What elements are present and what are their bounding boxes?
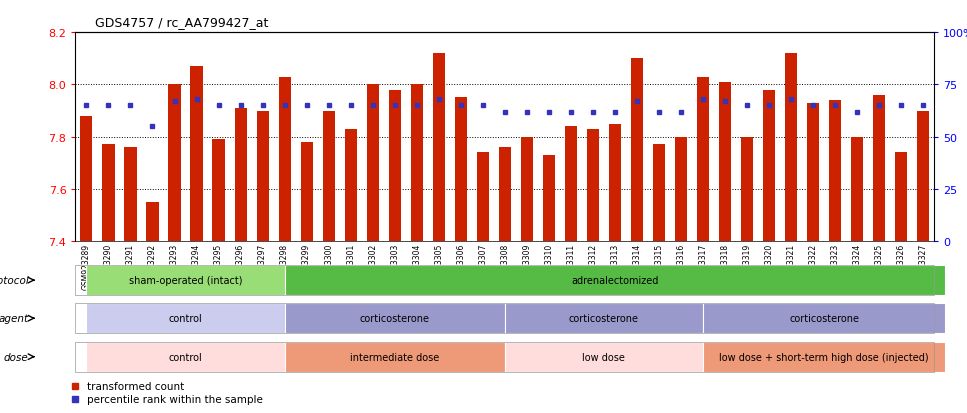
Bar: [80, 116, 93, 242]
Bar: [851, 138, 864, 242]
Text: corticosterone: corticosterone: [569, 313, 639, 323]
Bar: [505, 304, 703, 333]
Bar: [86, 266, 284, 295]
Bar: [103, 145, 114, 242]
Bar: [86, 342, 284, 372]
Bar: [587, 130, 599, 242]
Bar: [75, 304, 934, 333]
Text: sham-operated (intact): sham-operated (intact): [129, 275, 243, 285]
Bar: [256, 111, 269, 242]
Bar: [829, 101, 841, 242]
Bar: [697, 77, 709, 242]
Text: protocol: protocol: [0, 275, 29, 285]
Bar: [344, 130, 357, 242]
Bar: [741, 138, 753, 242]
Bar: [917, 111, 929, 242]
Bar: [146, 202, 159, 242]
Bar: [521, 138, 533, 242]
Bar: [873, 95, 885, 242]
Bar: [323, 111, 335, 242]
Text: dose: dose: [4, 352, 29, 362]
Bar: [454, 98, 467, 242]
Text: control: control: [168, 313, 202, 323]
Bar: [75, 342, 934, 372]
Bar: [785, 54, 797, 242]
Bar: [763, 90, 775, 242]
Bar: [86, 304, 284, 333]
Text: GDS4757 / rc_AA799427_at: GDS4757 / rc_AA799427_at: [95, 16, 268, 29]
Text: control: control: [168, 352, 202, 362]
Bar: [895, 153, 907, 242]
Bar: [235, 109, 247, 242]
Bar: [411, 85, 423, 242]
Bar: [653, 145, 665, 242]
Text: low dose + short-term high dose (injected): low dose + short-term high dose (injecte…: [719, 352, 929, 362]
Text: transformed count: transformed count: [87, 381, 185, 391]
Bar: [278, 77, 291, 242]
Bar: [284, 342, 505, 372]
Bar: [284, 266, 945, 295]
Bar: [213, 140, 224, 242]
Text: low dose: low dose: [582, 352, 626, 362]
Bar: [284, 304, 505, 333]
Text: agent: agent: [0, 313, 29, 323]
Text: corticosterone: corticosterone: [360, 313, 429, 323]
Text: adrenalectomized: adrenalectomized: [571, 275, 659, 285]
Bar: [565, 127, 577, 242]
Bar: [366, 85, 379, 242]
Bar: [718, 83, 731, 242]
Bar: [432, 54, 445, 242]
Bar: [75, 266, 934, 295]
Bar: [505, 342, 703, 372]
Bar: [630, 59, 643, 242]
Bar: [499, 148, 511, 242]
Bar: [190, 67, 202, 242]
Bar: [703, 342, 945, 372]
Bar: [125, 148, 136, 242]
Text: corticosterone: corticosterone: [789, 313, 859, 323]
Bar: [301, 142, 312, 242]
Bar: [389, 90, 400, 242]
Bar: [542, 156, 555, 242]
Bar: [703, 304, 945, 333]
Text: intermediate dose: intermediate dose: [350, 352, 439, 362]
Bar: [807, 103, 819, 242]
Bar: [675, 138, 687, 242]
Bar: [477, 153, 488, 242]
Text: percentile rank within the sample: percentile rank within the sample: [87, 394, 263, 404]
Bar: [168, 85, 181, 242]
Bar: [609, 124, 621, 242]
